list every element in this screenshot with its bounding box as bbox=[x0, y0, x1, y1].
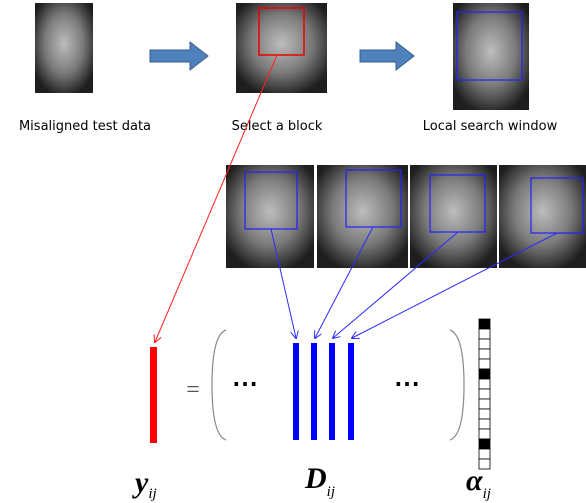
diagram: Misaligned test data Select a block Loca… bbox=[0, 0, 586, 503]
coefficient-cell bbox=[479, 349, 490, 359]
caption: Misaligned test data bbox=[19, 119, 151, 134]
subscript: ij bbox=[483, 486, 491, 502]
lhs-symbol: yij bbox=[132, 466, 157, 502]
caption: Select a block bbox=[232, 119, 323, 134]
symbol: α bbox=[466, 464, 483, 497]
subscript: ij bbox=[148, 486, 156, 502]
symbol: y bbox=[132, 466, 149, 499]
coefficient-cell bbox=[479, 389, 490, 399]
coefficient-symbol: αij bbox=[466, 464, 491, 502]
ellipsis: ⋯ bbox=[232, 369, 258, 398]
bracket-left bbox=[212, 330, 226, 440]
coefficient-cell bbox=[479, 449, 490, 459]
dictionary-symbol: Dij bbox=[304, 462, 335, 500]
coefficient-cell bbox=[479, 359, 490, 369]
coefficient-cell bbox=[479, 429, 490, 439]
caption: Local search window bbox=[423, 119, 558, 134]
bracket-right bbox=[450, 330, 464, 440]
subscript: ij bbox=[327, 484, 335, 500]
coefficient-cell bbox=[479, 369, 490, 379]
coefficient-cell bbox=[479, 399, 490, 409]
coefficient-cell bbox=[479, 319, 490, 329]
coefficient-cell bbox=[479, 329, 490, 339]
coefficient-cell bbox=[479, 409, 490, 419]
coefficient-cell bbox=[479, 339, 490, 349]
face-images bbox=[35, 3, 529, 110]
test-vector bbox=[150, 347, 157, 443]
coefficient-cell bbox=[479, 439, 490, 449]
coefficient-vector bbox=[479, 319, 490, 469]
coefficient-cell bbox=[479, 419, 490, 429]
dictionary-columns bbox=[293, 343, 354, 440]
ellipsis: ⋯ bbox=[394, 369, 420, 398]
coefficient-cell bbox=[479, 379, 490, 389]
equals: = bbox=[186, 377, 200, 403]
candidate-faces bbox=[226, 165, 586, 268]
symbol: D bbox=[304, 462, 327, 495]
